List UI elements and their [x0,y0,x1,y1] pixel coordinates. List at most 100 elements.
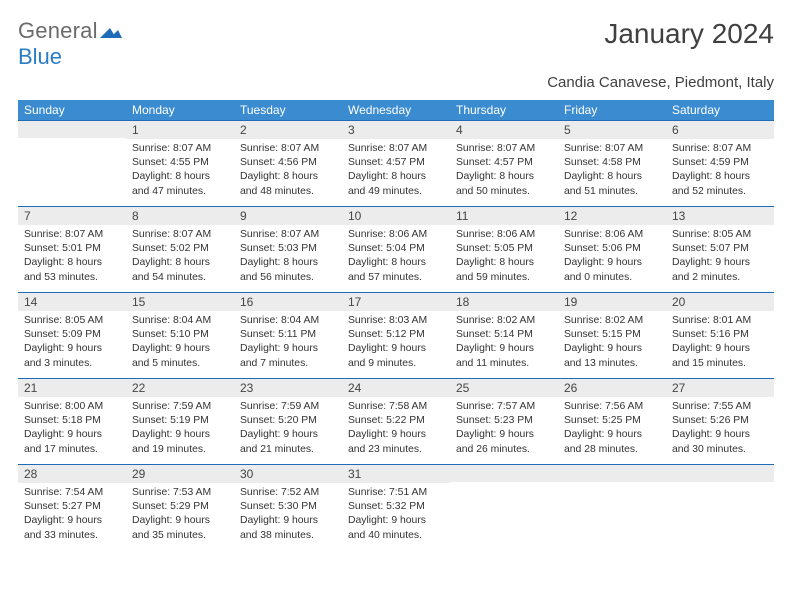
day-detail-line: Sunset: 5:14 PM [456,328,552,342]
day-detail-line: Sunset: 5:22 PM [348,414,444,428]
day-details: Sunrise: 7:51 AMSunset: 5:32 PMDaylight:… [342,483,450,546]
calendar-page: General Blue January 2024 Candia Canaves… [0,0,792,550]
day-details: Sunrise: 8:07 AMSunset: 5:03 PMDaylight:… [234,225,342,288]
day-detail-line: and 5 minutes. [132,357,228,371]
logo-word-blue: Blue [18,44,62,69]
day-detail-line: Daylight: 9 hours [132,514,228,528]
day-detail-line: Sunset: 5:16 PM [672,328,768,342]
day-detail-line: Sunrise: 7:57 AM [456,400,552,414]
day-detail-line: Daylight: 8 hours [456,170,552,184]
day-detail-line: Daylight: 9 hours [348,514,444,528]
day-number-bar: 14 [18,292,126,311]
day-number-bar: 26 [558,378,666,397]
day-details: Sunrise: 8:02 AMSunset: 5:15 PMDaylight:… [558,311,666,374]
day-detail-line: Sunset: 5:19 PM [132,414,228,428]
day-detail-line: Sunset: 5:06 PM [564,242,660,256]
day-detail-line: and 7 minutes. [240,357,336,371]
day-number-bar: 19 [558,292,666,311]
day-detail-line: Sunset: 5:20 PM [240,414,336,428]
day-detail-line: Sunrise: 8:02 AM [456,314,552,328]
day-detail-line: Sunset: 5:03 PM [240,242,336,256]
weekday-header: Friday [558,100,666,120]
day-detail-line: Sunrise: 8:05 AM [672,228,768,242]
day-detail-line: and 33 minutes. [24,529,120,543]
calendar-day-cell: 7Sunrise: 8:07 AMSunset: 5:01 PMDaylight… [18,206,126,292]
day-detail-line: Daylight: 9 hours [24,514,120,528]
day-number-bar: 11 [450,206,558,225]
day-detail-line: Sunset: 5:05 PM [456,242,552,256]
day-details: Sunrise: 7:56 AMSunset: 5:25 PMDaylight:… [558,397,666,460]
logo-mark-icon [100,25,122,42]
calendar-day-cell: 6Sunrise: 8:07 AMSunset: 4:59 PMDaylight… [666,120,774,206]
day-detail-line: Daylight: 8 hours [564,170,660,184]
calendar-day-cell: 21Sunrise: 8:00 AMSunset: 5:18 PMDayligh… [18,378,126,464]
day-detail-line: Sunrise: 8:05 AM [24,314,120,328]
calendar-week-row: 28Sunrise: 7:54 AMSunset: 5:27 PMDayligh… [18,464,774,550]
calendar-day-cell: 28Sunrise: 7:54 AMSunset: 5:27 PMDayligh… [18,464,126,550]
calendar-day-cell: 23Sunrise: 7:59 AMSunset: 5:20 PMDayligh… [234,378,342,464]
day-details: Sunrise: 8:00 AMSunset: 5:18 PMDaylight:… [18,397,126,460]
day-detail-line: Sunrise: 8:06 AM [564,228,660,242]
day-number-bar: 3 [342,120,450,139]
day-detail-line: Sunset: 5:29 PM [132,500,228,514]
logo-text: General Blue [18,18,122,70]
day-details: Sunrise: 8:06 AMSunset: 5:05 PMDaylight:… [450,225,558,288]
day-details: Sunrise: 7:59 AMSunset: 5:19 PMDaylight:… [126,397,234,460]
day-detail-line: Daylight: 9 hours [672,256,768,270]
day-detail-line: Daylight: 9 hours [348,342,444,356]
day-details: Sunrise: 7:58 AMSunset: 5:22 PMDaylight:… [342,397,450,460]
day-detail-line: Sunset: 4:56 PM [240,156,336,170]
day-detail-line: and 35 minutes. [132,529,228,543]
day-detail-line: Daylight: 9 hours [564,256,660,270]
day-number-bar: 2 [234,120,342,139]
day-detail-line: Sunrise: 8:07 AM [240,142,336,156]
day-number-bar: 25 [450,378,558,397]
day-detail-line: and 38 minutes. [240,529,336,543]
day-number-bar: 29 [126,464,234,483]
day-detail-line: and 52 minutes. [672,185,768,199]
day-number-bar: 4 [450,120,558,139]
day-details: Sunrise: 8:06 AMSunset: 5:04 PMDaylight:… [342,225,450,288]
calendar-day-cell: 30Sunrise: 7:52 AMSunset: 5:30 PMDayligh… [234,464,342,550]
calendar-header: SundayMondayTuesdayWednesdayThursdayFrid… [18,100,774,120]
day-detail-line: Sunset: 4:57 PM [456,156,552,170]
calendar-day-cell: 25Sunrise: 7:57 AMSunset: 5:23 PMDayligh… [450,378,558,464]
calendar-week-row: 7Sunrise: 8:07 AMSunset: 5:01 PMDaylight… [18,206,774,292]
day-detail-line: and 17 minutes. [24,443,120,457]
day-detail-line: Daylight: 8 hours [348,170,444,184]
day-details: Sunrise: 7:57 AMSunset: 5:23 PMDaylight:… [450,397,558,460]
day-number-bar: 27 [666,378,774,397]
day-detail-line: Sunset: 5:09 PM [24,328,120,342]
day-detail-line: and 48 minutes. [240,185,336,199]
weekday-header: Saturday [666,100,774,120]
day-detail-line: and 15 minutes. [672,357,768,371]
day-number-bar: 17 [342,292,450,311]
day-details: Sunrise: 7:54 AMSunset: 5:27 PMDaylight:… [18,483,126,546]
calendar-day-cell: 17Sunrise: 8:03 AMSunset: 5:12 PMDayligh… [342,292,450,378]
day-number-bar: 6 [666,120,774,139]
calendar-day-cell: 24Sunrise: 7:58 AMSunset: 5:22 PMDayligh… [342,378,450,464]
day-detail-line: and 9 minutes. [348,357,444,371]
weekday-header: Monday [126,100,234,120]
calendar-day-cell: 11Sunrise: 8:06 AMSunset: 5:05 PMDayligh… [450,206,558,292]
day-details: Sunrise: 8:07 AMSunset: 4:59 PMDaylight:… [666,139,774,202]
calendar-day-cell [666,464,774,550]
day-number-bar: 24 [342,378,450,397]
day-detail-line: Daylight: 9 hours [672,428,768,442]
calendar-day-cell: 31Sunrise: 7:51 AMSunset: 5:32 PMDayligh… [342,464,450,550]
day-detail-line: Sunrise: 8:07 AM [132,228,228,242]
day-detail-line: and 19 minutes. [132,443,228,457]
day-detail-line: Sunrise: 8:07 AM [348,142,444,156]
day-detail-line: and 49 minutes. [348,185,444,199]
day-detail-line: Daylight: 9 hours [24,428,120,442]
day-number-bar: 20 [666,292,774,311]
day-detail-line: Daylight: 9 hours [348,428,444,442]
calendar-day-cell: 13Sunrise: 8:05 AMSunset: 5:07 PMDayligh… [666,206,774,292]
day-detail-line: Sunset: 5:11 PM [240,328,336,342]
day-detail-line: Sunrise: 8:07 AM [456,142,552,156]
day-details: Sunrise: 8:06 AMSunset: 5:06 PMDaylight:… [558,225,666,288]
day-details: Sunrise: 7:53 AMSunset: 5:29 PMDaylight:… [126,483,234,546]
calendar-day-cell: 9Sunrise: 8:07 AMSunset: 5:03 PMDaylight… [234,206,342,292]
day-detail-line: and 59 minutes. [456,271,552,285]
day-detail-line: Sunset: 5:12 PM [348,328,444,342]
